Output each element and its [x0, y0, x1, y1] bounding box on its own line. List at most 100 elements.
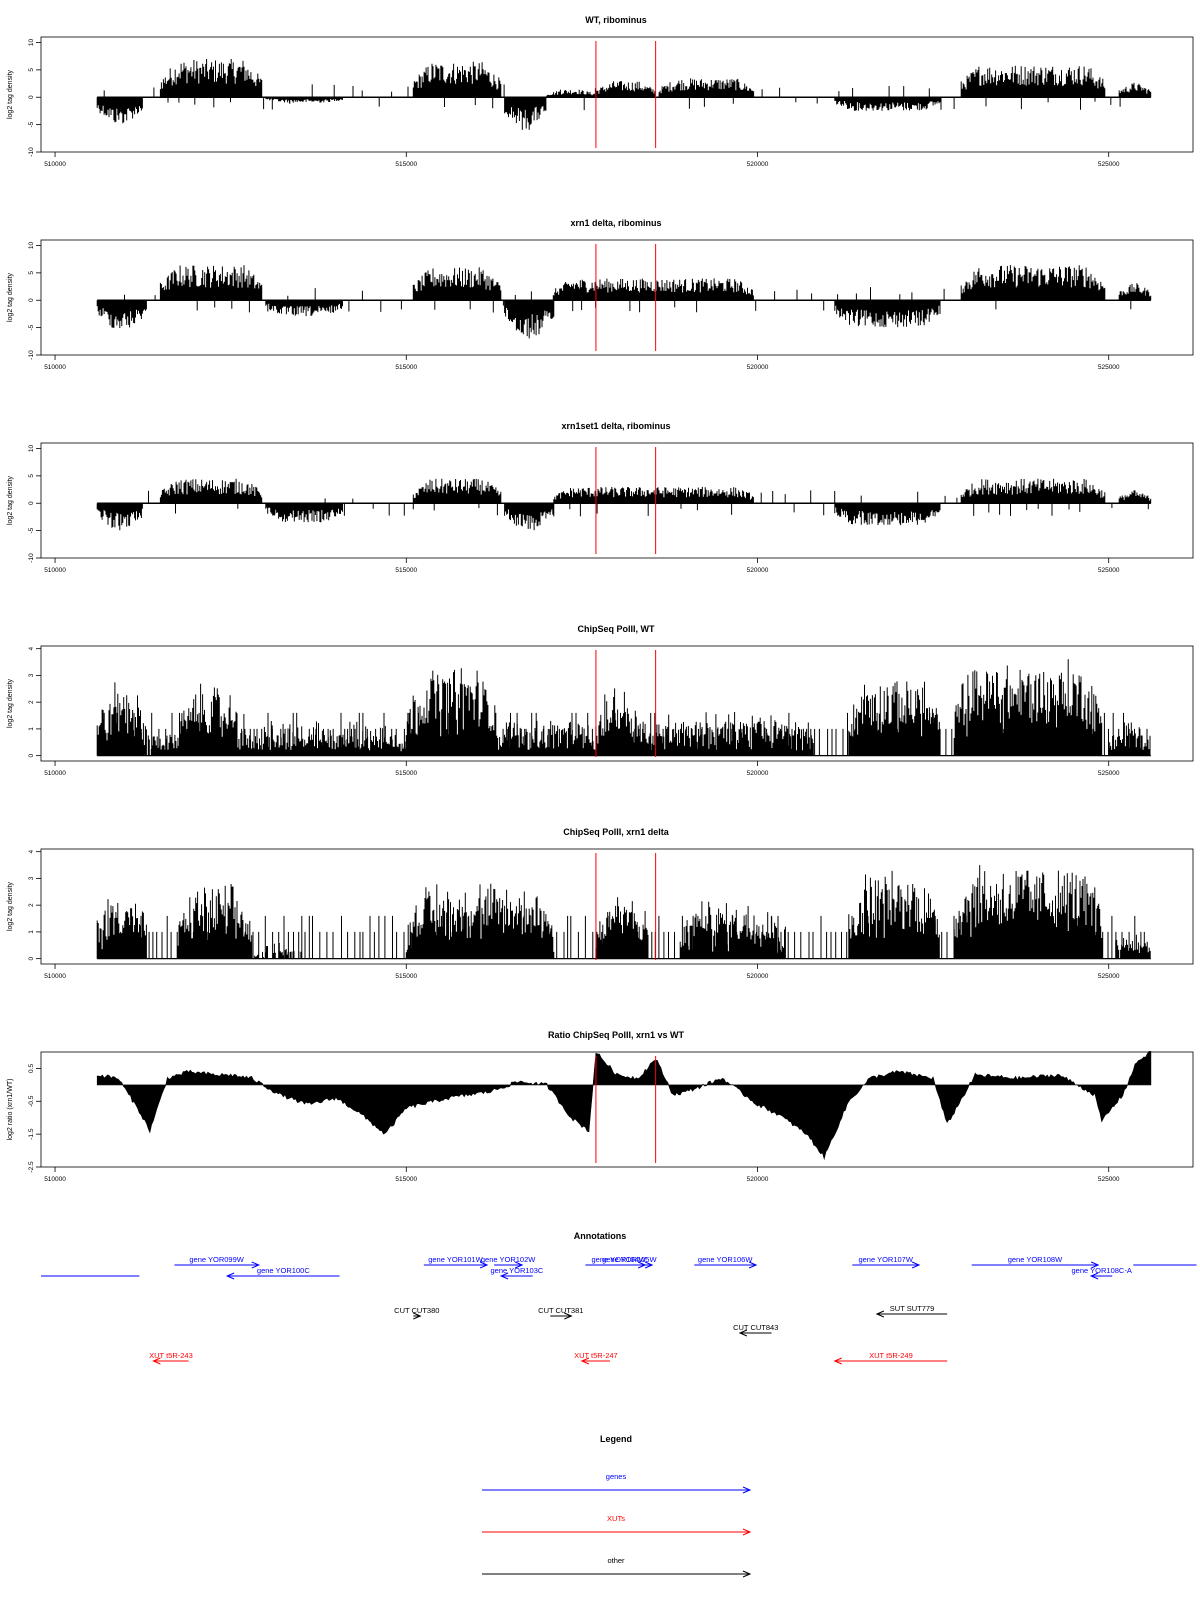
x-tick-label: 510000	[44, 770, 66, 777]
feature-label: gene YOR105W	[602, 1255, 657, 1264]
x-tick-label: 520000	[747, 770, 769, 777]
arrow-head	[413, 1312, 422, 1320]
y-axis-label: log2 tag density	[7, 881, 14, 931]
feature-label: CUT CUT380	[394, 1306, 439, 1315]
panel-frame	[40, 848, 1194, 965]
y-tick-label: 2	[28, 903, 35, 907]
feature-label: gene YOR099W	[189, 1255, 244, 1264]
legend-items: genes XUTs other	[482, 1472, 752, 1578]
y-tick-label: 10	[28, 38, 35, 46]
arrow-head	[1090, 1261, 1100, 1269]
feature-gene: gene YOR102W	[481, 1255, 536, 1269]
feature-gene: gene YOR101W	[423, 1255, 489, 1269]
data-marks	[96, 1050, 1152, 1161]
feature-other: SUT SUT779	[875, 1304, 948, 1318]
arrow-head	[738, 1329, 748, 1337]
arrow-head	[514, 1261, 524, 1269]
legend-label: genes	[606, 1472, 627, 1481]
x-tick-label: 515000	[395, 973, 417, 980]
x-tick-label: 525000	[1098, 364, 1120, 371]
panel-frame	[40, 239, 1194, 356]
y-tick-label: 0	[28, 956, 35, 960]
y-axis-label: log2 tag density	[7, 475, 14, 525]
y-tick-label: 5	[28, 68, 35, 72]
annotations-track: Annotations gene YOR099W gene YOR100C gene…	[41, 1231, 1197, 1365]
x-tick-label: 525000	[1098, 161, 1120, 168]
legend-label: XUTs	[607, 1514, 625, 1523]
data-marks	[96, 659, 1151, 757]
y-tick-label: -10	[28, 350, 35, 360]
arrow-head	[564, 1312, 573, 1320]
y-axis-label: log2 tag density	[7, 678, 14, 728]
x-tick-label: 510000	[44, 567, 66, 574]
panel-frame	[40, 645, 1194, 762]
x-tick-label: 515000	[395, 567, 417, 574]
x-tick-label: 520000	[747, 973, 769, 980]
feature-label: XUT t5R-249	[869, 1351, 913, 1360]
feature-label: gene YOR104W	[592, 1255, 647, 1264]
y-tick-label: -1.5	[28, 1128, 35, 1140]
panel-frame	[40, 36, 1194, 153]
y-tick-label: 0	[28, 95, 35, 99]
density-bars	[96, 478, 1152, 531]
feature-gene: gene YOR103C	[490, 1266, 544, 1280]
panel-wt-ribominus: WT, ribominus log2 tag density 10 5 0 -5 -10 51…	[7, 15, 1194, 168]
x-tick-label: 515000	[395, 364, 417, 371]
y-tick-label: 3	[28, 673, 35, 677]
feature-gene: gene YOR106W	[694, 1255, 758, 1269]
legend-item-other: other	[482, 1556, 752, 1578]
x-tick-label: 520000	[747, 1176, 769, 1183]
feature-label: CUT CUT843	[733, 1323, 778, 1332]
legend-label: other	[607, 1556, 625, 1565]
y-tick-label: 4	[28, 849, 35, 853]
arrow-head	[911, 1261, 921, 1269]
y-tick-label: -5	[28, 324, 35, 330]
feature-gene: gene YOR108C-A	[1072, 1266, 1132, 1280]
panel-title: Ratio ChipSeq PolII, xrn1 vs WT	[548, 1030, 685, 1040]
panel-title: ChipSeq PolII, WT	[578, 624, 655, 634]
x-tick-label: 520000	[747, 567, 769, 574]
feature-label: XUT t5R-247	[574, 1351, 618, 1360]
y-tick-label: 5	[28, 474, 35, 478]
density-bars	[96, 659, 1151, 756]
feature-label: SUT SUT779	[890, 1304, 934, 1313]
arrow-head	[748, 1261, 758, 1269]
arrow-head	[637, 1261, 647, 1269]
panel-frame	[40, 442, 1194, 559]
legend-item-xuts: XUTs	[482, 1514, 752, 1536]
density-bars	[96, 265, 1152, 339]
y-tick-label: 1	[28, 930, 35, 934]
data-marks	[96, 478, 1152, 531]
y-tick-label: -10	[28, 147, 35, 157]
x-tick-label: 515000	[395, 1176, 417, 1183]
panel-xrn1-ribominus: xrn1 delta, ribominus log2 tag density 10 5…	[7, 218, 1194, 371]
y-tick-label: -2.5	[28, 1161, 35, 1173]
y-tick-label: -10	[28, 553, 35, 563]
arrow-head	[1089, 1272, 1099, 1280]
y-axis-label: log2 tag density	[7, 69, 14, 119]
panel-title: ChipSeq PolII, xrn1 delta	[563, 827, 670, 837]
feature-label: gene YOR103C	[490, 1266, 543, 1275]
feature-label: gene YOR108C-A	[1072, 1266, 1132, 1275]
y-tick-label: -5	[28, 121, 35, 127]
feature-gene: gene YOR099W	[174, 1255, 261, 1269]
feature-gene: gene YOR105W	[602, 1255, 657, 1269]
arrow-head	[499, 1272, 509, 1280]
arrow-head	[479, 1261, 489, 1269]
feature-label: gene YOR107W	[858, 1255, 913, 1264]
y-tick-label: 0	[28, 298, 35, 302]
legend: Legend genes XUTs other	[482, 1434, 752, 1578]
y-tick-label: -5	[28, 527, 35, 533]
y-tick-label: 3	[28, 876, 35, 880]
x-tick-label: 525000	[1098, 1176, 1120, 1183]
data-marks	[96, 265, 1152, 339]
y-tick-label: 0	[28, 501, 35, 505]
panel-frame	[40, 1051, 1194, 1168]
feature-gene: gene YOR100C	[225, 1266, 340, 1280]
panel-chipseq-wt: ChipSeq PolII, WT log2 tag density 4 3 2 1 0 51…	[7, 624, 1194, 777]
x-tick-label: 515000	[395, 770, 417, 777]
arrow-head	[742, 1486, 752, 1494]
